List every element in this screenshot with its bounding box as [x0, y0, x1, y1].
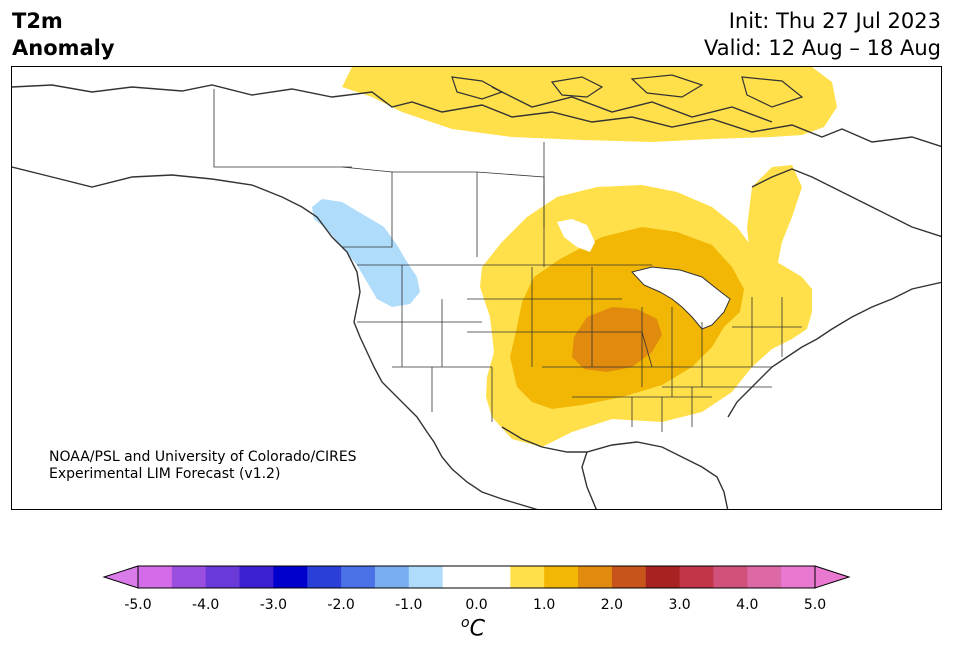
- colorbar-swatch: [713, 566, 748, 588]
- colorbar-tick-label: 2.0: [600, 597, 624, 613]
- great-lakes: [631, 266, 731, 330]
- colorbar-under-triangle: [102, 565, 139, 589]
- colorbar-swatch: [544, 566, 579, 588]
- colorbar-tick-label: -3.0: [259, 597, 288, 613]
- colorbar-outline: [137, 565, 816, 589]
- credit-line2: Experimental LIM Forecast (v1.2): [49, 466, 281, 482]
- colorbar-swatches: [138, 566, 816, 588]
- colorbar-swatch: [611, 566, 647, 588]
- map-title-line2: Anomaly: [12, 36, 115, 60]
- colorbar-unit: oC: [461, 615, 485, 641]
- colorbar-swatch: [307, 566, 342, 588]
- colorbar-tick-label: 3.0: [668, 597, 691, 613]
- warm-anomaly-eastern-canada: [747, 165, 802, 272]
- lake-winnipeg-gap: [557, 219, 595, 252]
- arctic-islands: [451, 74, 804, 108]
- init-date: Init: Thu 27 Jul 2023: [728, 9, 941, 33]
- map-title: T2m Anomaly: [12, 8, 115, 62]
- colorbar-tick-label: 4.0: [736, 597, 759, 613]
- colorbar-tick-label: 0.0: [465, 597, 488, 613]
- credit-line1: NOAA/PSL and University of Colorado/CIRE…: [49, 449, 357, 465]
- colorbar-tick-label: 5.0: [803, 597, 827, 613]
- colorbar-swatch: [341, 566, 376, 588]
- colorbar-swatch: [138, 566, 173, 588]
- colorbar-tick-label: 1.0: [533, 597, 556, 613]
- colorbar-unit-degree: o: [461, 615, 470, 631]
- warm-anomaly-arctic: [342, 67, 837, 142]
- colorbar-swatch: [679, 566, 714, 588]
- colorbar-tick-label: -5.0: [124, 597, 152, 613]
- colorbar-tick-label: -1.0: [395, 597, 423, 613]
- colorbar-swatch: [374, 566, 410, 588]
- colorbar-swatch: [273, 566, 308, 588]
- credit-text: NOAA/PSL and University of Colorado/CIRE…: [49, 449, 357, 483]
- map-panel: [11, 66, 942, 510]
- colorbar-swatch: [476, 566, 511, 588]
- colorbar-swatch: [510, 566, 545, 588]
- map-title-line1: T2m: [12, 9, 63, 33]
- valid-range: Valid: 12 Aug – 18 Aug: [703, 36, 941, 60]
- colorbar-swatch: [578, 566, 613, 588]
- colorbar-swatch: [442, 566, 477, 588]
- colorbar-swatch: [171, 566, 207, 588]
- colorbar-unit-letter: C: [469, 616, 485, 642]
- warm-anomaly-central-level3: [572, 307, 662, 372]
- political-borders: [213, 89, 802, 432]
- colorbar-swatch: [205, 566, 241, 588]
- colorbar-swatch: [781, 566, 816, 588]
- colorbar-swatch: [645, 566, 681, 588]
- colorbar-tick-label: -4.0: [192, 597, 220, 613]
- forecast-dates: Init: Thu 27 Jul 2023 Valid: 12 Aug – 18…: [704, 8, 941, 62]
- colorbar-swatch: [408, 566, 444, 588]
- colorbar-swatch: [239, 566, 274, 588]
- cool-anomaly-pacific-northwest: [312, 199, 420, 307]
- anomaly-map: [12, 67, 941, 509]
- colorbar-tick-label: -2.0: [327, 597, 355, 613]
- colorbar-swatch: [747, 566, 782, 588]
- colorbar-over-triangle: [814, 565, 851, 589]
